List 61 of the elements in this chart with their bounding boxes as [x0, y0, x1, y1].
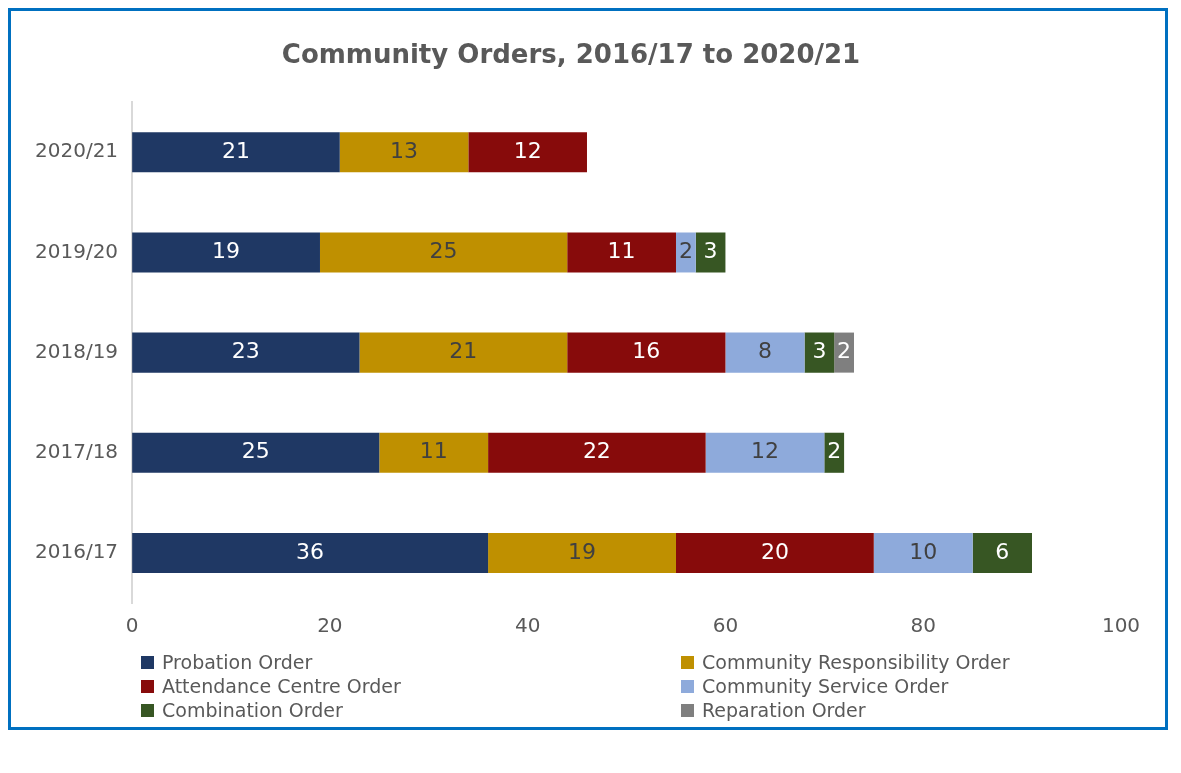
bar	[675, 532, 874, 573]
legend-label: Combination Order	[162, 699, 343, 721]
bar	[319, 232, 568, 273]
x-tick-label: 20	[317, 613, 343, 638]
legend-label: Reparation Order	[702, 699, 866, 721]
bar	[972, 532, 1032, 573]
bar	[379, 432, 489, 473]
data-label: 11	[419, 438, 448, 464]
legend-label: Community Service Order	[702, 675, 949, 697]
x-tick-label: 0	[125, 613, 139, 638]
bar	[567, 232, 676, 273]
legend-label: Community Responsibility Order	[702, 651, 1010, 673]
legend-label: Attendance Centre Order	[162, 675, 401, 697]
bar	[873, 532, 973, 573]
x-tick-label: 80	[910, 613, 936, 638]
y-tick-label: 2019/20	[34, 238, 119, 263]
data-label: 6	[995, 538, 1010, 564]
data-label: 11	[607, 238, 636, 264]
bar	[468, 132, 587, 173]
data-label: 25	[241, 438, 270, 464]
bar	[132, 332, 360, 373]
bar	[725, 332, 805, 373]
data-label: 12	[750, 438, 779, 464]
data-label: 2	[678, 238, 693, 264]
chart-title: Community Orders, 2016/17 to 2020/21	[281, 39, 861, 70]
data-label: 22	[582, 438, 611, 464]
y-tick-label: 2017/18	[34, 438, 119, 463]
data-label: 13	[390, 138, 419, 163]
data-label: 2	[837, 338, 852, 364]
legend-label: Probation Order	[162, 651, 313, 673]
data-label: 25	[429, 238, 458, 264]
y-tick-label: 2018/19	[34, 338, 119, 363]
data-label: 8	[757, 338, 772, 364]
bar	[339, 132, 469, 173]
x-tick-label: 60	[712, 613, 739, 638]
data-label: 21	[221, 138, 250, 163]
y-tick-label: 2020/21	[34, 138, 119, 163]
y-tick-label: 2016/17	[34, 539, 119, 564]
bar	[488, 432, 706, 473]
bar	[132, 132, 340, 173]
data-label: 36	[296, 538, 325, 564]
data-label: 20	[760, 538, 789, 564]
bar	[567, 332, 726, 373]
bar	[488, 532, 676, 573]
bar	[705, 432, 825, 473]
data-label: 12	[513, 138, 542, 163]
x-tick-label: 100	[1101, 613, 1141, 638]
data-label: 3	[703, 238, 718, 264]
bar	[132, 432, 380, 473]
bar	[132, 232, 320, 273]
data-label: 19	[568, 538, 597, 564]
x-tick-label: 40	[514, 613, 541, 638]
data-label: 23	[231, 338, 260, 364]
data-label: 19	[212, 238, 241, 264]
bar	[359, 332, 568, 373]
data-label: 16	[632, 338, 661, 364]
data-label: 2	[827, 438, 842, 464]
data-label: 3	[812, 338, 827, 364]
data-label: 21	[449, 338, 478, 364]
bar	[132, 532, 489, 573]
data-label: 10	[909, 538, 938, 564]
